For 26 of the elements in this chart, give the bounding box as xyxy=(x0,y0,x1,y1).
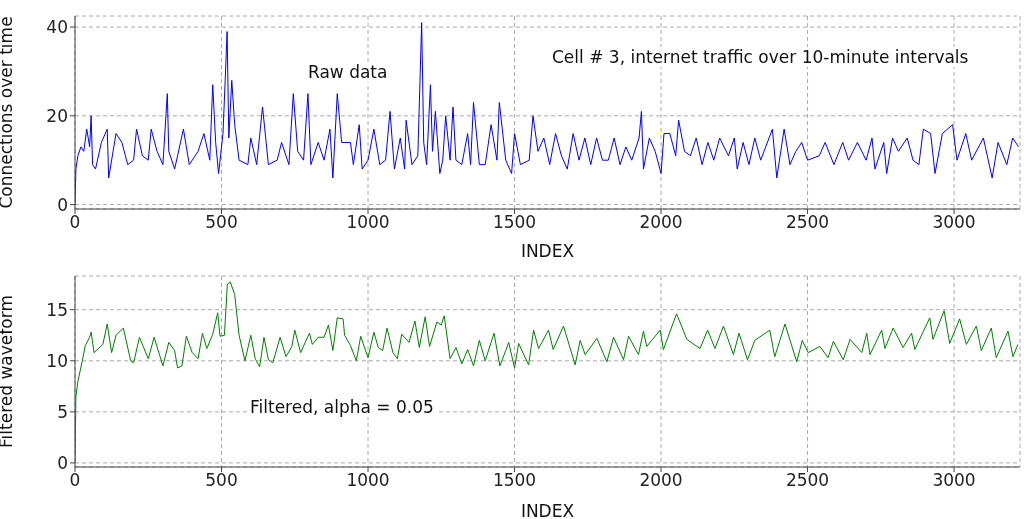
x-tick-label: 3000 xyxy=(932,212,976,233)
annotation: Raw data xyxy=(305,62,391,82)
x-tick-label: 500 xyxy=(205,470,238,491)
y-tick-label: 10 xyxy=(46,350,68,371)
y-tick-label: 15 xyxy=(46,299,68,320)
x-tick-label: 2000 xyxy=(639,212,683,233)
y-tick-label: 40 xyxy=(46,17,68,38)
x-tick-label: 500 xyxy=(205,212,238,233)
annotation: Filtered, alpha = 0.05 xyxy=(247,397,437,417)
y-tick-label: 0 xyxy=(57,452,68,473)
y-tick-label: 20 xyxy=(46,105,68,126)
y-axis-title: Connections over time xyxy=(0,16,17,209)
x-tick-label: 2500 xyxy=(785,470,830,491)
x-tick-label: 2500 xyxy=(785,212,830,233)
y-axis-title: Filtered waveform xyxy=(0,295,17,448)
x-tick-label: 1000 xyxy=(346,212,390,233)
annotation: Cell # 3, internet traffic over 10-minute intervals xyxy=(549,47,972,67)
y-tick-label: 5 xyxy=(57,401,68,422)
x-tick-label: 1000 xyxy=(346,470,390,491)
x-axis-title: INDEX xyxy=(520,501,575,519)
x-tick-label: 1500 xyxy=(492,212,537,233)
y-tick-label: 0 xyxy=(57,194,68,215)
x-tick-label: 3000 xyxy=(932,470,976,491)
x-tick-label: 2000 xyxy=(639,470,683,491)
x-axis-title: INDEX xyxy=(520,241,575,261)
x-tick-label: 1500 xyxy=(492,470,537,491)
